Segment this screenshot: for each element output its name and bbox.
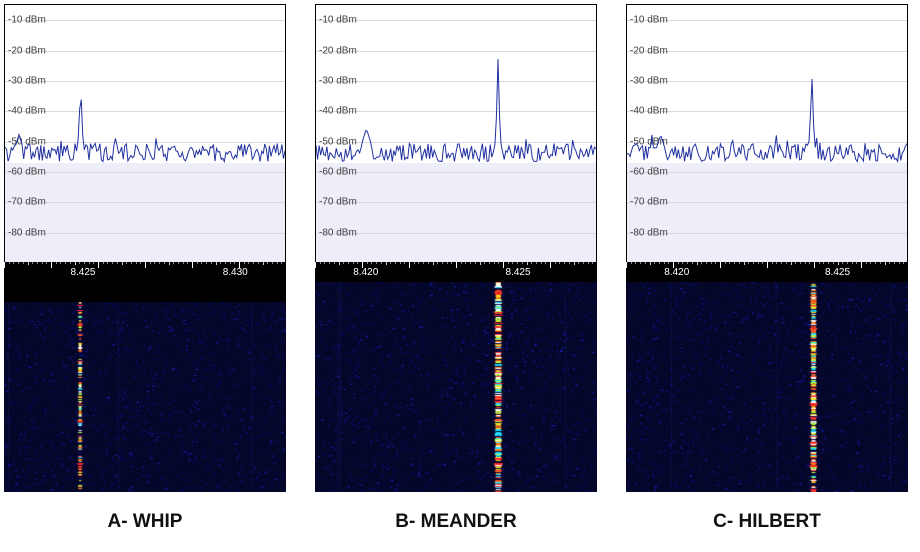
spectrum-trace [5, 5, 285, 261]
spectrum-trace [316, 5, 596, 261]
panels-container: -10 dBm-20 dBm-30 dBm-40 dBm-50 dBm-60 d… [0, 0, 920, 533]
chart-wrap-whip: -10 dBm-20 dBm-30 dBm-40 dBm-50 dBm-60 d… [4, 4, 286, 497]
panel-whip: -10 dBm-20 dBm-30 dBm-40 dBm-50 dBm-60 d… [4, 4, 286, 533]
caption-whip: A- WHIP [108, 511, 183, 533]
frequency-tick-label: 8.430 [223, 267, 248, 278]
gap-strip [4, 282, 286, 302]
panel-meander: -10 dBm-20 dBm-30 dBm-40 dBm-50 dBm-60 d… [315, 4, 597, 533]
spectrum-scope: -10 dBm-20 dBm-30 dBm-40 dBm-50 dBm-60 d… [626, 4, 908, 262]
frequency-tick-label: 8.420 [664, 267, 689, 278]
frequency-axis: 8.420 8.425 [626, 262, 908, 282]
spectrum-scope: -10 dBm-20 dBm-30 dBm-40 dBm-50 dBm-60 d… [315, 4, 597, 262]
caption-hilbert: C- HILBERT [713, 511, 821, 533]
waterfall-display [315, 282, 597, 492]
waterfall-display [4, 302, 286, 492]
frequency-axis: 8.425 8.430 [4, 262, 286, 282]
chart-wrap-hilbert: -10 dBm-20 dBm-30 dBm-40 dBm-50 dBm-60 d… [626, 4, 908, 497]
spectrum-trace [627, 5, 907, 261]
frequency-tick-label: 8.425 [825, 267, 850, 278]
frequency-axis: 8.420 8.425 [315, 262, 597, 282]
caption-meander: B- MEANDER [395, 511, 516, 533]
frequency-tick-label: 8.425 [506, 267, 531, 278]
spectrum-scope: -10 dBm-20 dBm-30 dBm-40 dBm-50 dBm-60 d… [4, 4, 286, 262]
chart-wrap-meander: -10 dBm-20 dBm-30 dBm-40 dBm-50 dBm-60 d… [315, 4, 597, 497]
frequency-tick-label: 8.420 [353, 267, 378, 278]
waterfall-display [626, 282, 908, 492]
frequency-tick-label: 8.425 [70, 267, 95, 278]
panel-hilbert: -10 dBm-20 dBm-30 dBm-40 dBm-50 dBm-60 d… [626, 4, 908, 533]
